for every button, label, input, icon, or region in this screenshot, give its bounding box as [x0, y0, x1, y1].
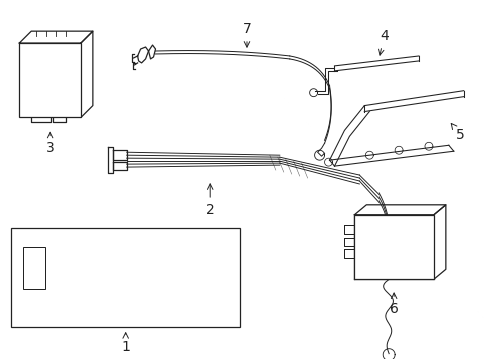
Bar — [19, 43, 81, 117]
Text: 7: 7 — [242, 22, 251, 47]
Text: 5: 5 — [450, 123, 464, 142]
Text: 1: 1 — [121, 333, 130, 354]
Text: 4: 4 — [378, 29, 388, 55]
Bar — [354, 215, 433, 279]
Text: 3: 3 — [46, 132, 54, 155]
Bar — [11, 228, 240, 327]
Text: 6: 6 — [389, 293, 398, 316]
Bar — [23, 247, 45, 289]
Text: 2: 2 — [205, 184, 214, 217]
